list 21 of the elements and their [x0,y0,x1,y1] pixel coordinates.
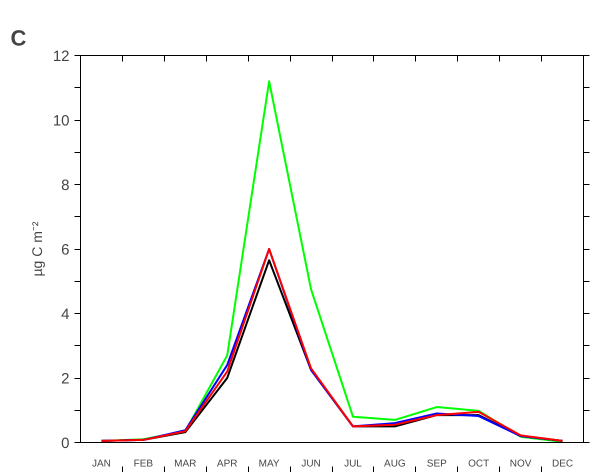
x-tick-label: JAN [92,458,111,470]
x-tick-label: MAR [174,458,196,470]
x-tick-label: APR [216,458,238,470]
x-tick-label: MAY [258,458,280,470]
y-tick-label: 2 [61,370,70,388]
x-tick-label: JUN [301,458,321,470]
x-tick-label: NOV [510,458,532,470]
x-tick-label: DEC [552,458,574,470]
x-tick-label: JUL [344,458,362,470]
y-axis-title: µg C m⁻² [28,221,45,277]
y-tick-label: 12 [52,48,70,65]
y-tick-label: 10 [52,112,70,130]
y-tick-label: 6 [61,242,70,258]
chart-title: C [10,26,26,50]
x-tick-label: FEB [134,458,154,470]
y-tick-label: 4 [61,306,70,323]
x-tick-label: OCT [468,458,490,470]
x-tick-label: AUG [384,458,406,470]
y-tick-label: 0 [61,435,70,452]
x-tick-label: SEP [426,458,448,470]
y-tick-label: 8 [61,177,70,194]
